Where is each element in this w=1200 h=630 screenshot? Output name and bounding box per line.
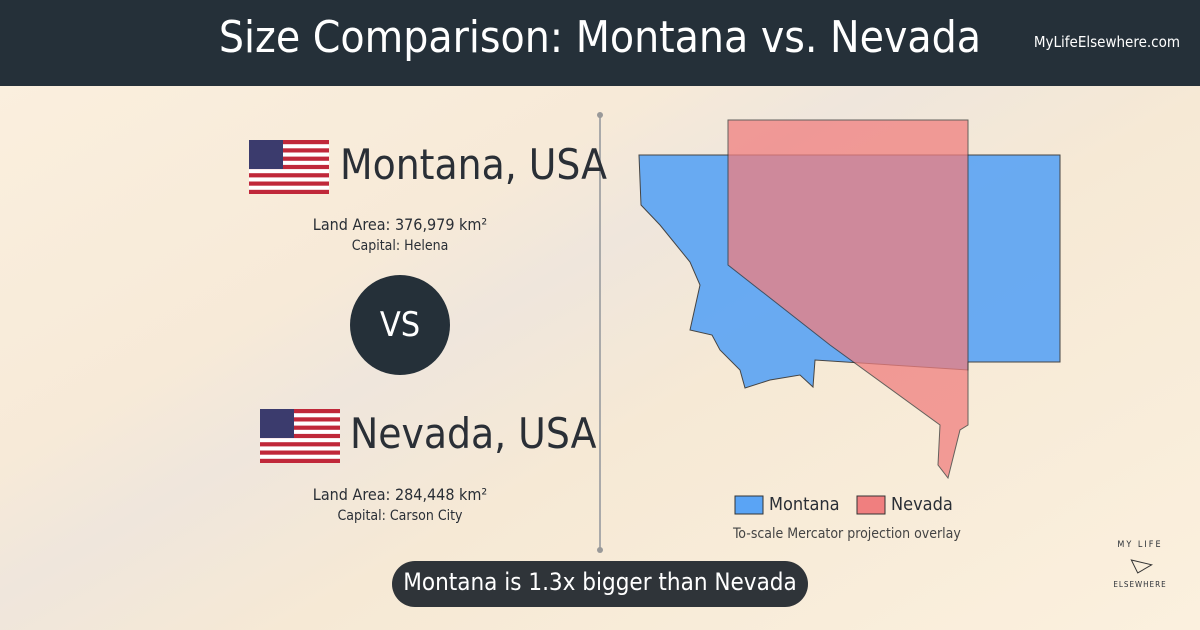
legend-label: Montana bbox=[769, 494, 840, 515]
flag bbox=[249, 140, 329, 194]
result: Montana is 1.3x bigger than Nevada bbox=[403, 568, 797, 596]
legend-swatch bbox=[856, 495, 886, 515]
legend-swatch bbox=[734, 495, 764, 515]
logo-top: MY LIFE bbox=[1117, 540, 1163, 550]
nevada-shape bbox=[727, 119, 969, 480]
caption: To-scale Mercator projection overlay bbox=[733, 526, 961, 542]
title: Size Comparison: Montana vs. Nevada bbox=[218, 12, 982, 63]
land-area: Land Area: 284,448 km² bbox=[312, 485, 488, 504]
divider-end bbox=[597, 547, 603, 553]
result-pill bbox=[392, 561, 808, 607]
place-name: Montana, USA bbox=[340, 140, 608, 189]
divider-end bbox=[597, 112, 603, 118]
capital: Capital: Helena bbox=[351, 238, 449, 254]
site: MyLifeElsewhere.com bbox=[1033, 33, 1180, 51]
vs-circle bbox=[350, 275, 450, 375]
vs-text: VS bbox=[379, 305, 421, 345]
header bbox=[0, 0, 1200, 86]
land-area: Land Area: 376,979 km² bbox=[312, 215, 488, 234]
logo-bottom: ELSEWHERE bbox=[1113, 580, 1167, 589]
logo-plane bbox=[1130, 559, 1153, 574]
capital: Capital: Carson City bbox=[337, 508, 463, 524]
place-name: Nevada, USA bbox=[350, 409, 597, 458]
legend-label: Nevada bbox=[891, 494, 953, 515]
flag bbox=[260, 409, 340, 463]
